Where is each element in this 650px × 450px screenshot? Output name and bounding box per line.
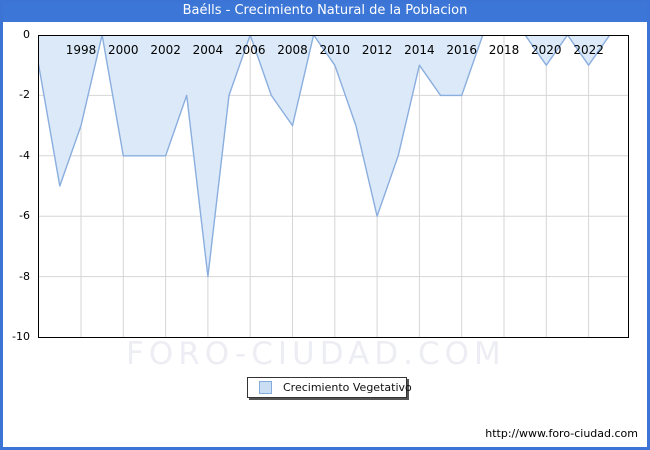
watermark: FORO-CIUDAD.COM (126, 336, 506, 372)
x-tick-label: 2020 (531, 43, 562, 57)
legend-label: Crecimiento Vegetativo (283, 381, 412, 394)
series-area (38, 35, 610, 277)
y-tick-label: -2 (19, 88, 30, 102)
x-tick-label: 2000 (108, 43, 139, 57)
x-tick-label: 2014 (404, 43, 435, 57)
x-tick-label: 2008 (277, 43, 308, 57)
legend: Crecimiento Vegetativo (247, 377, 412, 398)
x-tick-label: 2022 (573, 43, 604, 57)
page-title: Baélls - Crecimiento Natural de la Pobla… (0, 0, 650, 22)
x-tick-label: 2016 (446, 43, 477, 57)
legend-swatch-icon (259, 381, 272, 394)
y-tick-label: -4 (19, 148, 30, 162)
area-chart: 1998 2000 2002 2004 2006 2008 2010 2012 2014 2016… (37, 34, 629, 338)
y-axis-labels: 0 -2 -4 -6 -8 -10 (0, 0, 33, 450)
x-tick-label: 2018 (489, 43, 520, 57)
x-tick-label: 2010 (320, 43, 351, 57)
x-tick-label: 2004 (193, 43, 224, 57)
x-tick-label: 2002 (150, 43, 181, 57)
plot-border (38, 35, 629, 338)
plot-area: 1998 2000 2002 2004 2006 2008 2010 2012 2014 2016… (37, 34, 629, 338)
x-tick-label: 2006 (235, 43, 266, 57)
y-tick-label: -6 (19, 209, 30, 223)
x-tick-label: 2012 (362, 43, 393, 57)
y-tick-label: -8 (19, 269, 30, 283)
x-tick-label: 1998 (66, 43, 97, 57)
y-tick-label: 0 (23, 28, 30, 41)
y-tick-label: -10 (12, 330, 30, 343)
footer-url[interactable]: http://www.foro-ciudad.com (485, 427, 638, 440)
